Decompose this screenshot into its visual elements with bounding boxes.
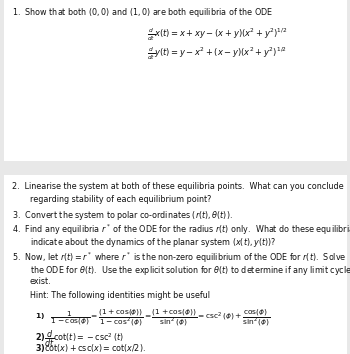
Text: 1.  Show that both $(0,0)$ and $(1,0)$ are both equilibria of the ODE: 1. Show that both $(0,0)$ and $(1,0)$ ar… — [12, 6, 273, 19]
Text: indicate about the dynamics of the planar system $(x(t), y(t))$?: indicate about the dynamics of the plana… — [30, 236, 276, 249]
Text: 3.  Convert the system to polar co-ordinates $(r(t), \theta(t))$.: 3. Convert the system to polar co-ordina… — [12, 209, 233, 222]
FancyBboxPatch shape — [4, 175, 346, 354]
Text: exist.: exist. — [30, 277, 51, 286]
Text: $\frac{d}{dt}y(t) = y - x^2 + (x-y)(x^2+y^2)^{1/2}$: $\frac{d}{dt}y(t) = y - x^2 + (x-y)(x^2+… — [147, 46, 287, 62]
Text: $\mathbf{3)}\cot(x)+\csc(x) = \cot(x/2).$: $\mathbf{3)}\cot(x)+\csc(x) = \cot(x/2).… — [35, 342, 146, 354]
Text: 4.  Find any equilibria $r^*$ of the ODE for the radius $r(t)$ only.  What do th: 4. Find any equilibria $r^*$ of the ODE … — [12, 223, 350, 237]
Text: $\mathbf{2)}\dfrac{d}{dt}\cot(t) = -\csc^2(t)$: $\mathbf{2)}\dfrac{d}{dt}\cot(t) = -\csc… — [35, 328, 124, 349]
Text: 2.  Linearise the system at both of these equilibria points.  What can you concl: 2. Linearise the system at both of these… — [12, 182, 344, 190]
Text: regarding stability of each equilibrium point?: regarding stability of each equilibrium … — [30, 195, 211, 204]
Text: $\mathbf{1)}\quad \dfrac{1}{1-\cos(\phi)} = \dfrac{(1+\cos(\phi))}{1-\cos^2(\phi: $\mathbf{1)}\quad \dfrac{1}{1-\cos(\phi)… — [35, 308, 271, 328]
Text: 5.  Now, let $r(t) = r^*$ where $r^*$ is the non-zero equilibrium of the ODE for: 5. Now, let $r(t) = r^*$ where $r^*$ is … — [12, 250, 347, 265]
Text: the ODE for $\theta(t)$.  Use the explicit solution for $\theta(t)$ to determine: the ODE for $\theta(t)$. Use the explici… — [30, 264, 350, 277]
FancyBboxPatch shape — [4, 0, 346, 161]
Text: $\frac{d}{dt}x(t) = x + xy - (x+y)(x^2+y^2)^{1/2}$: $\frac{d}{dt}x(t) = x + xy - (x+y)(x^2+y… — [147, 27, 288, 43]
Text: Hint: The following identities might be useful: Hint: The following identities might be … — [30, 291, 210, 299]
